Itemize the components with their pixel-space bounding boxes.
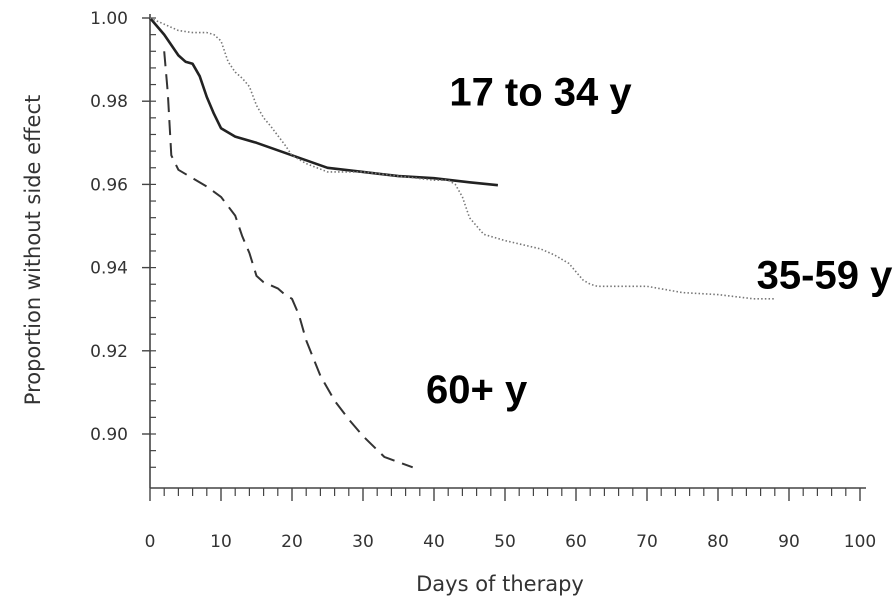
y-tick-label: 0.94 xyxy=(90,259,128,279)
y-tick-label: 0.98 xyxy=(90,92,128,112)
y-tick-label: 1.00 xyxy=(90,9,128,29)
x-tick-label: 30 xyxy=(352,532,374,552)
series-line-17-to-34-y xyxy=(149,17,499,187)
x-tick-labels: 0 10 20 30 40 50 60 70 80 90 100 xyxy=(145,532,877,552)
series-label: 35-59 y xyxy=(757,253,893,297)
x-tick-label: 70 xyxy=(636,532,658,552)
annotations: 17 to 34 y 35-59 y 60+ y xyxy=(426,70,893,411)
y-tick-label: 0.90 xyxy=(90,425,128,445)
x-minor-ticks xyxy=(163,488,847,496)
y-tick-label: 0.96 xyxy=(90,175,128,195)
x-major-ticks xyxy=(149,488,861,501)
x-tick-label: 90 xyxy=(778,532,800,552)
x-tick-label: 0 xyxy=(145,532,156,552)
axes: 0.90 0.92 0.94 0.96 0.98 1.00 0 10 20 30 40 50 60 70… xyxy=(90,9,876,552)
series-line-60-y xyxy=(163,51,414,469)
series-line-35-59-y xyxy=(149,17,775,300)
x-tick-label: 60 xyxy=(565,532,587,552)
y-tick-label: 0.92 xyxy=(90,342,128,362)
x-tick-label: 40 xyxy=(423,532,445,552)
y-minor-ticks xyxy=(150,17,156,468)
y-tick-labels: 0.90 0.92 0.94 0.96 0.98 1.00 xyxy=(90,9,128,445)
y-major-ticks xyxy=(142,17,150,435)
x-tick-label: 10 xyxy=(210,532,232,552)
y-axis-title: Proportion without side effect xyxy=(21,95,45,405)
x-axis-title: Days of therapy xyxy=(416,572,584,596)
series-lines xyxy=(149,17,775,469)
x-tick-label: 100 xyxy=(844,532,876,552)
series-label: 17 to 34 y xyxy=(449,70,632,114)
series-label: 60+ y xyxy=(426,368,528,412)
x-tick-label: 50 xyxy=(494,532,516,552)
x-tick-label: 20 xyxy=(281,532,303,552)
x-tick-label: 80 xyxy=(707,532,729,552)
